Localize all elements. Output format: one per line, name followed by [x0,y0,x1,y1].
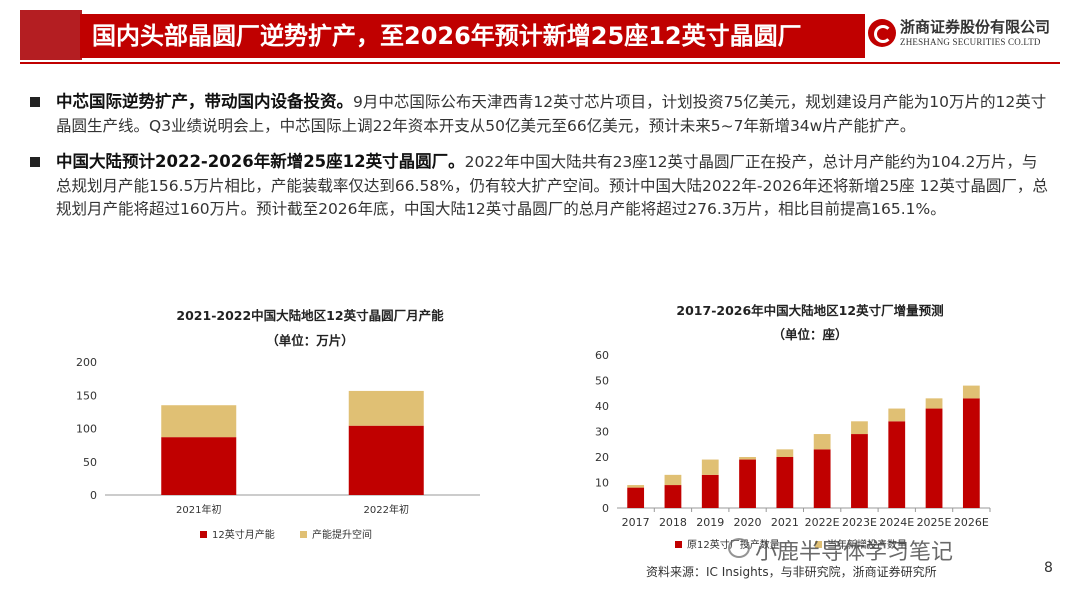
company-name-en: ZHESHANG SECURITIES CO.LTD [900,37,1041,47]
legend-label: 产能提升空间 [312,528,372,541]
legend-label: 12英寸月产能 [212,528,275,541]
square-bullet-icon [30,97,40,107]
bar-segment [851,434,868,508]
bar-segment [739,457,756,460]
x-tick-label: 2020 [734,516,762,529]
bar-segment [776,449,794,457]
bullet-item: 中国大陆预计2022-2026年新增25座12英寸晶圆厂。2022年中国大陆共有… [30,150,1050,222]
legend-swatch [675,541,682,548]
bar-segment [701,459,719,475]
bar-segment [348,390,424,426]
legend-label: 当年新增投产数量 [827,538,907,551]
y-tick-label: 0 [90,489,97,502]
x-tick-label: 2025E [917,516,952,529]
wechat-icon [728,538,750,558]
bar-segment [664,485,682,508]
bullet-heading: 中国大陆预计2022-2026年新增25座12英寸晶圆厂。 [56,152,465,171]
bar-segment [962,398,980,508]
chart1-subtitle: （单位：万片） [266,333,354,348]
bullet-body: 9月中芯国际公布天津西青12英寸芯片项目，计划投资75亿美元，规划建设月产能为1… [56,93,1047,135]
x-tick-label: 2022E [805,516,840,529]
x-tick-label: 2024E [879,516,914,529]
watermark-text: 小鹿半导体学习笔记 [755,540,954,565]
y-tick-label: 50 [83,456,97,469]
square-bullet-icon [30,157,40,167]
y-tick-label: 10 [595,477,609,490]
chart2-title: 2017-2026年中国大陆地区12英寸厂增量预测 [676,303,944,318]
bar-segment [627,485,645,488]
y-tick-label: 0 [602,502,609,515]
y-tick-label: 200 [76,356,97,369]
y-tick-label: 40 [595,400,609,413]
bar-segment [739,459,756,508]
bar-segment [664,474,682,486]
x-tick-label: 2021 [771,516,799,529]
y-tick-label: 20 [595,451,609,464]
bar-segment [813,434,831,450]
y-tick-label: 150 [76,389,97,402]
bar-segment [161,405,237,438]
bullet-list: 中芯国际逆势扩产，带动国内设备投资。9月中芯国际公布天津西青12英寸芯片项目，计… [30,90,1050,234]
header-accent-block [20,10,82,60]
legend-swatch [200,531,207,538]
bar-segment [888,408,906,422]
x-tick-label: 2022年初 [364,503,409,516]
header-rule [20,62,1060,64]
x-tick-label: 2017 [622,516,650,529]
company-name-cn: 浙商证券股份有限公司 [900,18,1051,36]
legend-swatch [815,541,822,548]
company-logo-icon [868,19,896,47]
title-band [80,14,865,58]
bar-segment [888,421,906,508]
bar-segment [348,425,424,495]
page-title: 国内头部晶圆厂逆势扩产，至2026年预计新增25座12英寸晶圆厂 [92,22,802,50]
legend-swatch [300,531,307,538]
bullet-item: 中芯国际逆势扩产，带动国内设备投资。9月中芯国际公布天津西青12英寸芯片项目，计… [30,90,1050,138]
y-tick-label: 100 [76,423,97,436]
bullet-heading: 中芯国际逆势扩产，带动国内设备投资。 [56,92,353,111]
bar-segment [701,474,719,508]
chart2-subtitle: （单位：座） [772,327,848,342]
source-note: 资料来源：IC Insights，与非研究院，浙商证券研究所 [646,565,937,579]
bar-segment [962,385,980,399]
chart1-title: 2021-2022中国大陆地区12英寸晶圆厂月产能 [176,308,444,323]
bar-segment [925,398,943,409]
bar-segment [851,421,868,435]
bar-segment [627,487,645,508]
bar-segment [161,437,237,495]
bar-segment [925,408,943,508]
x-tick-label: 2026E [954,516,989,529]
x-tick-label: 2018 [659,516,687,529]
x-tick-label: 2021年初 [176,503,221,516]
bar-segment [813,449,831,508]
x-tick-label: 2019 [696,516,724,529]
y-tick-label: 60 [595,349,609,362]
bar-segment [776,457,794,508]
bullet-body: 2022年中国大陆共有23座12英寸晶圆厂正在投产，总计月产能约为104.2万片… [56,153,1048,218]
x-tick-label: 2023E [842,516,877,529]
y-tick-label: 50 [595,375,609,388]
y-tick-label: 30 [595,426,609,439]
page-number: 8 [1044,560,1053,576]
chart1-plot: 0 50 100 150 200 2021年初 2022年初 12英寸月产能 产能提升空间 [76,356,480,541]
